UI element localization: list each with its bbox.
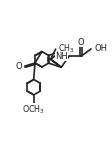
Text: OCH$_3$: OCH$_3$ (22, 103, 45, 115)
Text: CH$_3$: CH$_3$ (58, 42, 74, 55)
Text: NH: NH (55, 52, 68, 60)
Text: O: O (78, 38, 84, 47)
Text: OH: OH (94, 44, 107, 53)
Text: O: O (16, 62, 22, 72)
